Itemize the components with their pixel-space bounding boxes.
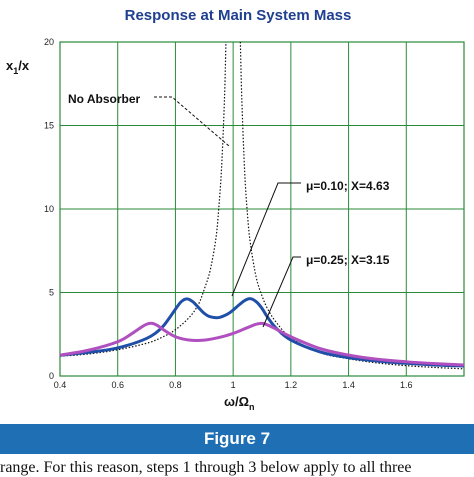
annotation-mu-010: μ=0.10; X=4.63 [306,179,390,193]
annotation-no-absorber: No Absorber [68,92,141,106]
series-no-absorber-branch-1 [59,41,227,357]
body-text: range. For this reason, steps 1 through … [0,459,412,476]
figure-caption: Figure 7 [203,429,271,448]
y-tick-label: 5 [49,288,54,298]
x-tick-label: 0.6 [111,380,124,390]
y-tick-label: 20 [44,37,54,47]
series-layer [59,41,465,370]
annotation-mu-010-pointer [231,182,301,297]
annotation-no-absorber-pointer [154,96,230,147]
tick-labels: 0.4 0.6 0.8 1 1.2 1.4 1.6 0 5 10 15 20 [44,37,413,390]
series-mu-025 [59,321,465,367]
y-axis-label: x1/x [6,58,30,76]
x-axis-label: ω/Ωn [224,394,255,412]
x-tick-label: 0.8 [169,380,182,390]
x-tick-label: 1.2 [285,380,298,390]
x-tick-label: 1.6 [400,380,413,390]
chart-title: Response at Main System Mass [125,7,352,24]
y-tick-label: 10 [44,204,54,214]
grid [59,41,465,377]
x-tick-label: 0.4 [54,380,67,390]
y-tick-label: 15 [44,121,54,131]
x-tick-label: 1 [231,380,236,390]
series-mu-010 [59,297,465,368]
series-no-absorber-branch-2 [239,41,465,370]
chart: Response at Main System Mass 0.4 0.6 0.8 1 1… [6,7,465,412]
annotation-mu-025-pointer [262,256,301,328]
y-tick-label: 0 [49,371,54,381]
figure-caption-bar: Figure 7 [0,424,474,454]
annotation-mu-025: μ=0.25; X=3.15 [306,253,390,267]
x-tick-label: 1.4 [342,380,355,390]
